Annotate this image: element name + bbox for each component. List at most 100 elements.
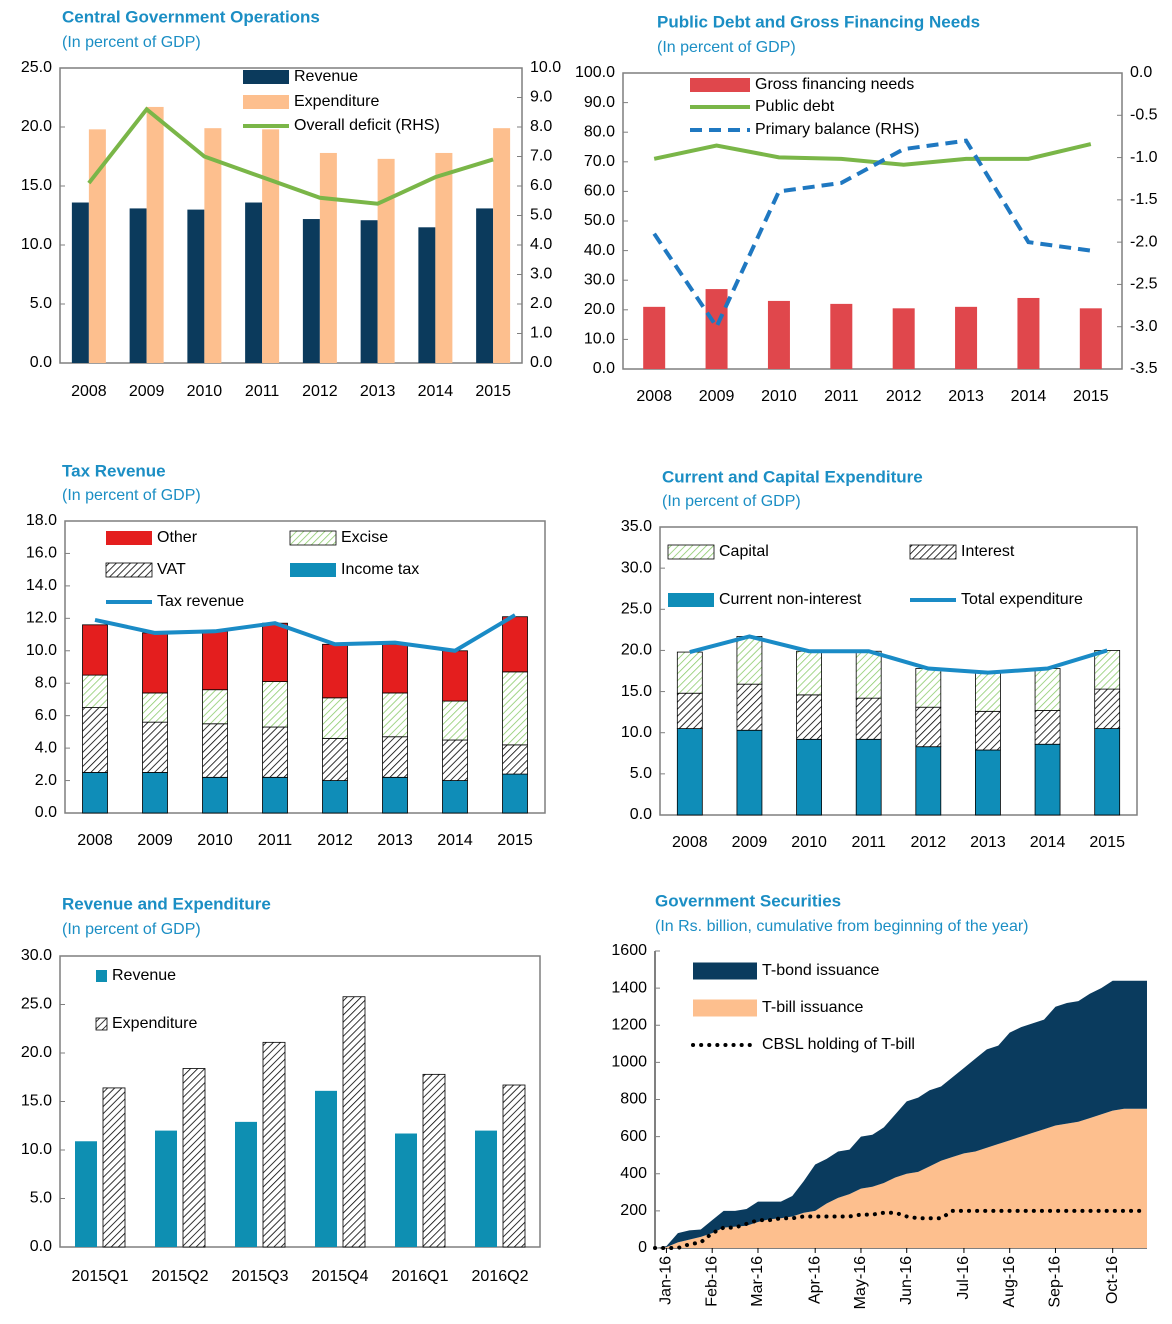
bar	[187, 209, 205, 363]
x-tick-label: 2014	[418, 383, 454, 400]
bar-segment	[142, 721, 168, 773]
bar	[262, 1041, 286, 1248]
bar-segment	[202, 689, 228, 725]
y-tick-label: 18.0	[26, 512, 57, 529]
chart-title: Central Government Operations	[62, 7, 320, 26]
y-tick-label: 10.0	[621, 724, 652, 741]
y-tick-label: 1000	[611, 1054, 647, 1071]
bar-segment	[82, 674, 108, 708]
bar-segment	[736, 636, 763, 685]
legend-swatch	[289, 530, 337, 546]
bar-segment	[796, 694, 822, 740]
chart-title: Tax Revenue	[62, 461, 166, 480]
bar-segment	[262, 776, 288, 814]
y-tick-label: 2.0	[35, 772, 57, 789]
x-tick-label: 2011	[245, 383, 280, 400]
bar	[1017, 297, 1040, 369]
bar	[235, 1121, 257, 1247]
legend-label: VAT	[157, 561, 186, 578]
x-tick-label: Apr-16	[806, 1256, 823, 1304]
legend-label: Expenditure	[294, 93, 379, 110]
y2-tick-label: -3.5	[1130, 360, 1158, 377]
y-tick-label: 10.0	[26, 642, 57, 659]
y-tick-label: 5.0	[630, 765, 652, 782]
bar-segment	[1034, 668, 1061, 711]
y-tick-label: 25.0	[21, 996, 52, 1013]
y2-tick-label: 7.0	[530, 148, 552, 165]
x-tick-label: 2009	[699, 388, 735, 405]
x-tick-label: 2009	[137, 832, 173, 849]
x-tick-label: 2009	[129, 383, 165, 400]
bar-segment	[1034, 710, 1061, 745]
bar-segment	[796, 738, 822, 816]
y-tick-label: 1200	[611, 1016, 647, 1033]
chart-subtitle: (In percent of GDP)	[62, 921, 201, 938]
y-tick-label: 80.0	[584, 123, 615, 140]
legend-label: Other	[157, 529, 198, 546]
y-tick-label: 20.0	[621, 642, 652, 659]
legend-swatch	[95, 1017, 108, 1031]
y-tick-label: 800	[620, 1091, 647, 1108]
y-tick-label: 10.0	[584, 331, 615, 348]
y-tick-label: 16.0	[26, 545, 57, 562]
plot-frame	[622, 72, 1123, 370]
bar	[377, 158, 395, 363]
legend-swatch	[909, 544, 957, 560]
x-tick-label: 2011	[258, 832, 293, 849]
bar-segment	[502, 616, 528, 673]
y-tick-label: 0.0	[593, 360, 615, 377]
line	[87, 106, 494, 206]
bar-segment	[442, 780, 468, 814]
bar-segment	[322, 780, 348, 814]
chart-subtitle: (In percent of GDP)	[62, 487, 201, 504]
y2-tick-label: 5.0	[530, 207, 552, 224]
y-tick-label: 50.0	[584, 212, 615, 229]
bar-segment	[202, 776, 228, 814]
y-tick-label: 30.0	[21, 947, 52, 964]
bar	[767, 300, 790, 369]
bar	[88, 129, 106, 363]
bar	[245, 202, 263, 363]
plot-frame	[659, 526, 1138, 816]
bar	[493, 128, 511, 363]
x-tick-label: 2008	[672, 834, 708, 851]
bar	[342, 996, 366, 1248]
legend-label: T-bill issuance	[762, 999, 863, 1016]
bar	[155, 1130, 177, 1247]
bar-segment	[382, 692, 408, 738]
line	[653, 1208, 1149, 1250]
y-tick-label: 40.0	[584, 242, 615, 259]
bar-segment	[736, 683, 763, 731]
x-tick-label: 2014	[437, 832, 473, 849]
bar-segment	[262, 622, 288, 683]
x-tick-label: 2008	[77, 832, 113, 849]
legend-label: Current non-interest	[719, 591, 862, 608]
y-tick-label: 20.0	[21, 118, 52, 135]
x-tick-label: 2012	[886, 388, 922, 405]
y2-tick-label: -1.0	[1130, 149, 1158, 166]
bar-segment	[1034, 743, 1061, 816]
bar-segment	[82, 624, 108, 676]
y-tick-label: 20.0	[21, 1044, 52, 1061]
legend-swatch	[243, 95, 289, 109]
y2-tick-label: -2.5	[1130, 276, 1158, 293]
y2-tick-label: 8.0	[530, 118, 552, 135]
legend-label: Total expenditure	[961, 591, 1083, 608]
bar-segment	[382, 776, 408, 814]
x-tick-label: 2010	[187, 383, 223, 400]
y-tick-label: 14.0	[26, 577, 57, 594]
bar-segment	[855, 650, 882, 699]
x-tick-label: 2011	[824, 388, 859, 405]
bar-segment	[855, 738, 882, 816]
legend-swatch	[668, 593, 714, 607]
bar-segment	[502, 671, 528, 746]
bar	[146, 106, 164, 363]
bar-segment	[322, 697, 348, 739]
y-tick-label: 0.0	[35, 804, 57, 821]
bar-segment	[322, 737, 348, 781]
bar	[75, 1141, 97, 1247]
plot-frame	[59, 67, 523, 364]
bar-segment	[262, 726, 288, 778]
legend-label: Tax revenue	[157, 593, 244, 610]
bar-segment	[975, 749, 1001, 816]
